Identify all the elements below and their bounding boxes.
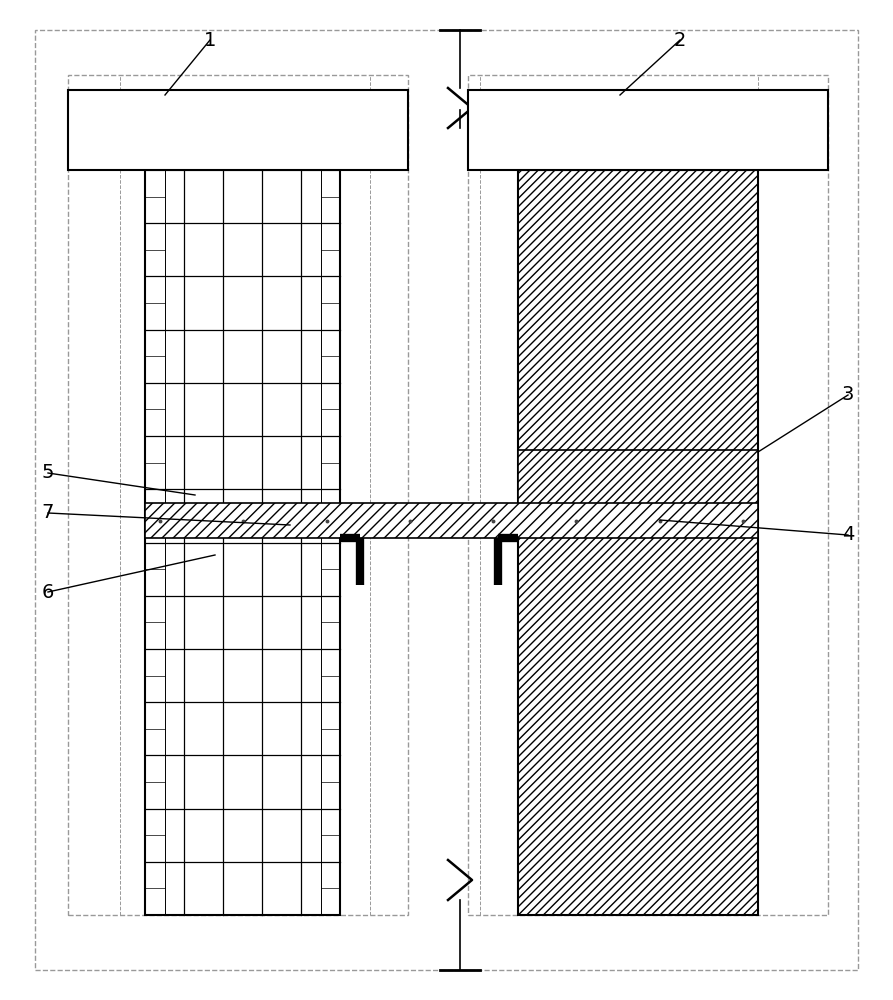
Bar <box>518 170 758 915</box>
Text: 5: 5 <box>42 464 54 483</box>
Text: 7: 7 <box>42 504 54 522</box>
Bar <box>145 503 758 538</box>
Bar <box>518 450 758 510</box>
Bar <box>68 75 408 915</box>
Text: 1: 1 <box>204 30 216 49</box>
Bar <box>68 90 408 170</box>
Bar <box>468 75 828 915</box>
Text: 3: 3 <box>842 385 855 404</box>
Text: 6: 6 <box>42 582 54 601</box>
Bar <box>145 503 758 538</box>
Bar <box>518 170 758 915</box>
Bar <box>145 170 340 915</box>
Bar <box>518 450 758 510</box>
Text: 4: 4 <box>842 526 855 544</box>
Text: 2: 2 <box>674 30 686 49</box>
Bar <box>468 90 828 170</box>
